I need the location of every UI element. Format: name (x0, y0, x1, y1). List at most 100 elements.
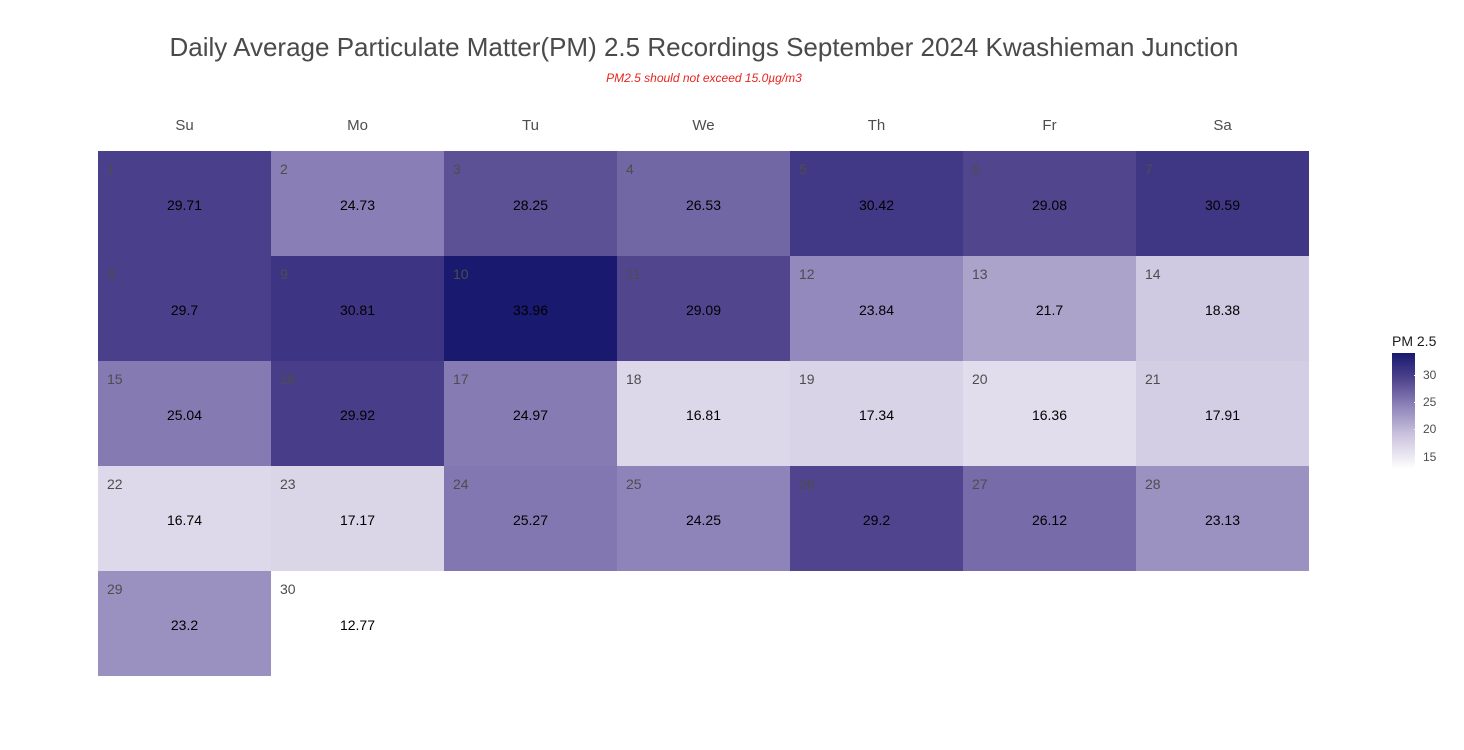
calendar-cell-day-7: 7 30.59 (1136, 151, 1309, 256)
pm25-value-label: 29.7 (170, 302, 199, 318)
pm25-value-label: 30.42 (858, 197, 895, 213)
day-number: 9 (280, 266, 288, 282)
weekday-label-we: We (692, 117, 715, 134)
legend-title: PM 2.5 (1392, 333, 1437, 349)
calendar-heatmap: 1 29.71 2 24.73 3 28.25 4 26.53 5 30.42 6 29.08 7 30.… (98, 151, 1310, 676)
calendar-cell-day-30: 30 12.77 (271, 571, 444, 676)
pm25-value-label: 23.2 (170, 617, 199, 633)
weekday-label-mo: Mo (347, 117, 368, 134)
day-number: 13 (972, 266, 988, 282)
calendar-cell-day-20: 20 16.36 (963, 361, 1136, 466)
calendar-cell-day-24: 24 25.27 (444, 466, 617, 571)
day-number: 19 (799, 371, 815, 387)
calendar-cell-day-4: 4 26.53 (617, 151, 790, 256)
day-number: 12 (799, 266, 815, 282)
calendar-cell-day-12: 12 23.84 (790, 256, 963, 361)
day-number: 23 (280, 476, 296, 492)
day-number: 27 (972, 476, 988, 492)
day-number: 10 (453, 266, 469, 282)
pm25-value-label: 17.17 (339, 512, 376, 528)
day-number: 15 (107, 371, 123, 387)
pm25-value-label: 29.71 (166, 197, 203, 213)
pm25-value-label: 16.74 (166, 512, 203, 528)
legend-tick-mark (1414, 429, 1420, 430)
day-number: 28 (1145, 476, 1161, 492)
legend-tick-mark (1414, 457, 1420, 458)
pm25-value-label: 24.25 (685, 512, 722, 528)
day-number: 16 (280, 371, 296, 387)
calendar-cell-day-26: 26 29.2 (790, 466, 963, 571)
calendar-cell-day-17: 17 24.97 (444, 361, 617, 466)
calendar-cell-day-13: 13 21.7 (963, 256, 1136, 361)
pm25-value-label: 12.77 (339, 617, 376, 633)
day-number: 25 (626, 476, 642, 492)
chart-subtitle: PM2.5 should not exceed 15.0µg/m3 (606, 71, 802, 85)
day-number: 7 (1145, 161, 1153, 177)
calendar-cell-day-27: 27 26.12 (963, 466, 1136, 571)
pm25-value-label: 16.81 (685, 407, 722, 423)
calendar-cell-day-22: 22 16.74 (98, 466, 271, 571)
calendar-cell-day-16: 16 29.92 (271, 361, 444, 466)
pm25-value-label: 21.7 (1035, 302, 1064, 318)
calendar-cell-day-8: 8 29.7 (98, 256, 271, 361)
pm25-value-label: 23.13 (1204, 512, 1241, 528)
day-number: 17 (453, 371, 469, 387)
calendar-cell-day-25: 25 24.25 (617, 466, 790, 571)
pm25-value-label: 30.59 (1204, 197, 1241, 213)
legend-tick-mark (1414, 402, 1420, 403)
day-number: 3 (453, 161, 461, 177)
day-number: 20 (972, 371, 988, 387)
calendar-cell-day-23: 23 17.17 (271, 466, 444, 571)
day-number: 22 (107, 476, 123, 492)
day-number: 29 (107, 581, 123, 597)
calendar-cell-day-21: 21 17.91 (1136, 361, 1309, 466)
pm25-value-label: 25.04 (166, 407, 203, 423)
day-number: 21 (1145, 371, 1161, 387)
weekday-label-fr: Fr (1042, 117, 1057, 134)
pm25-value-label: 23.84 (858, 302, 895, 318)
pm25-value-label: 29.09 (685, 302, 722, 318)
day-number: 5 (799, 161, 807, 177)
pm25-value-label: 25.27 (512, 512, 549, 528)
weekday-label-su: Su (175, 117, 194, 134)
calendar-cell-day-5: 5 30.42 (790, 151, 963, 256)
calendar-cell-day-29: 29 23.2 (98, 571, 271, 676)
weekday-label-sa: Sa (1213, 117, 1232, 134)
legend-colorbar (1392, 353, 1415, 469)
legend-tick-label: 25 (1423, 395, 1437, 409)
pm25-value-label: 17.34 (858, 407, 895, 423)
calendar-cell-day-19: 19 17.34 (790, 361, 963, 466)
pm25-value-label: 26.53 (685, 197, 722, 213)
day-number: 26 (799, 476, 815, 492)
day-number: 2 (280, 161, 288, 177)
day-number: 1 (107, 161, 115, 177)
calendar-cell-day-3: 3 28.25 (444, 151, 617, 256)
legend-tick-label: 30 (1423, 368, 1437, 382)
pm25-value-label: 24.97 (512, 407, 549, 423)
calendar-cell-day-15: 15 25.04 (98, 361, 271, 466)
calendar-cell-day-11: 11 29.09 (617, 256, 790, 361)
weekday-label-th: Th (867, 117, 886, 134)
pm25-value-label: 29.92 (339, 407, 376, 423)
calendar-cell-day-1: 1 29.71 (98, 151, 271, 256)
calendar-cell-day-2: 2 24.73 (271, 151, 444, 256)
day-number: 18 (626, 371, 642, 387)
calendar-cell-day-28: 28 23.13 (1136, 466, 1309, 571)
weekday-label-tu: Tu (522, 117, 539, 134)
calendar-cell-day-6: 6 29.08 (963, 151, 1136, 256)
day-number: 4 (626, 161, 634, 177)
pm25-value-label: 30.81 (339, 302, 376, 318)
day-number: 8 (107, 266, 115, 282)
calendar-cell-day-14: 14 18.38 (1136, 256, 1309, 361)
day-number: 30 (280, 581, 296, 597)
pm25-value-label: 18.38 (1204, 302, 1241, 318)
calendar-cell-day-10: 10 33.96 (444, 256, 617, 361)
legend-tick-label: 20 (1423, 422, 1437, 436)
pm25-value-label: 16.36 (1031, 407, 1068, 423)
legend-tick-label: 15 (1423, 450, 1437, 464)
pm25-value-label: 17.91 (1204, 407, 1241, 423)
legend-tick-mark (1414, 375, 1420, 376)
pm25-value-label: 29.08 (1031, 197, 1068, 213)
pm25-value-label: 28.25 (512, 197, 549, 213)
day-number: 6 (972, 161, 980, 177)
